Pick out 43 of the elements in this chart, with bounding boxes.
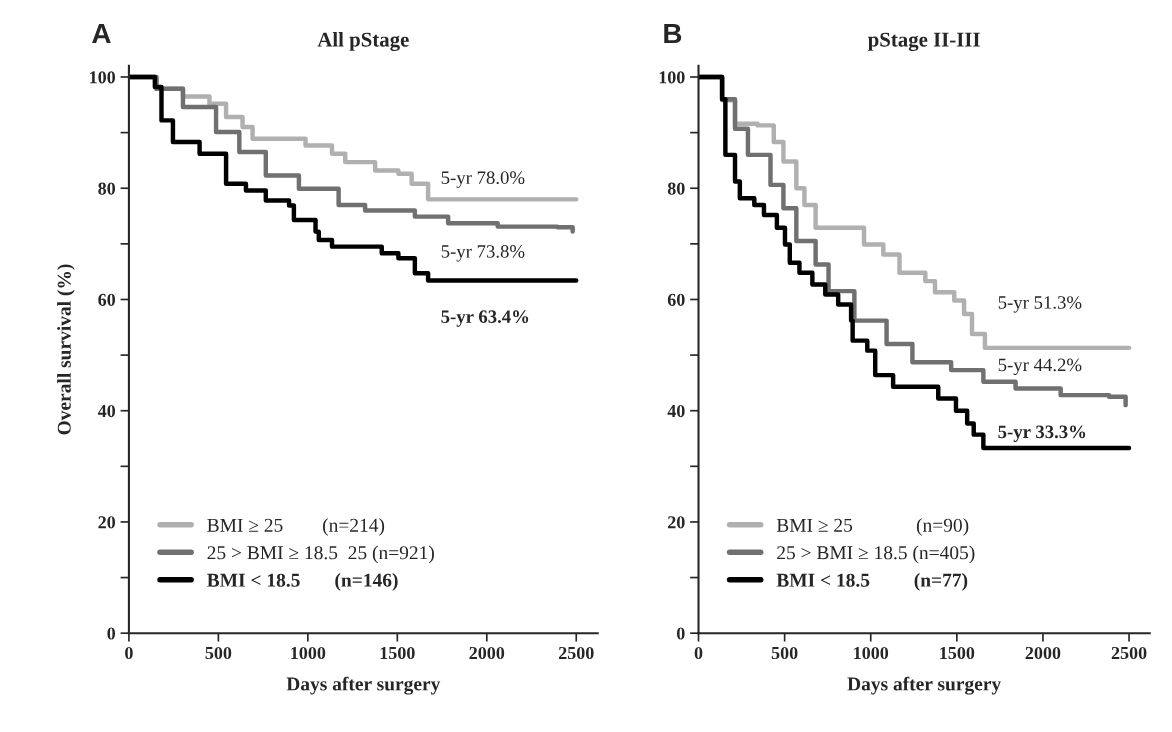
y-tick-label: 80 [98,182,116,195]
y-tick-label: 40 [97,404,116,418]
y-tick-label: 60 [98,293,116,306]
legend-label: 25 > BMI ≥ 18.5 (n=405) [777,545,975,564]
x-tick-label: 0 [694,646,703,660]
x-tick-label: 1000 [854,646,889,660]
y-tick-label: 40 [667,404,685,418]
x-tick-label: 1500 [380,646,415,660]
legend-label: BMI ≥ 25 (n=90) [776,518,969,536]
annotation: 5-yr 78.0% [441,171,525,188]
x-tick-label: 2000 [469,646,505,660]
x-tick-label: 1500 [940,646,975,660]
x-axis-title: Days after surgery [286,676,441,695]
x-tick-label: 2500 [558,646,594,660]
annotation: 5-yr 63.4% [441,310,529,327]
y-tick-label: 100 [90,71,116,84]
y-tick-label: 60 [667,293,685,306]
y-tick-label: 0 [107,627,116,640]
annotation: 5-yr 73.8% [441,245,525,262]
legend-label: BMI < 18.5 (n=146) [207,573,398,591]
y-tick-label: 80 [667,182,685,195]
legend-label: 25 > BMI ≥ 18.5 25 (n=921) [207,545,434,564]
annotation: 5-yr 44.2% [998,358,1082,376]
y-tick-label: 20 [668,516,685,529]
y-tick-label: 100 [659,71,685,84]
annotation: 5-yr 51.3% [998,296,1082,313]
x-axis-title: Days after surgery [847,676,1001,695]
x-tick-label: 500 [205,646,232,660]
y-tick-label: 0 [676,627,685,640]
y-axis-title: Overall survival (%) [57,264,75,435]
text: B [664,23,682,44]
annotation: 5-yr 33.3% [998,425,1086,442]
x-tick-label: 500 [771,646,798,660]
x-tick-label: 2000 [1025,646,1061,660]
x-tick-label: 1000 [291,646,326,660]
text: A [92,23,111,44]
x-tick-label: 2500 [1111,646,1147,660]
x-tick-label: 0 [125,646,133,660]
chart-title: All pStage [317,31,409,52]
legend-label: BMI < 18.5 (n=77) [776,573,968,591]
y-tick-label: 20 [98,516,116,529]
legend-label: BMI ≥ 25 (n=214) [207,518,385,536]
chart-title: pStage II-III [867,32,980,52]
